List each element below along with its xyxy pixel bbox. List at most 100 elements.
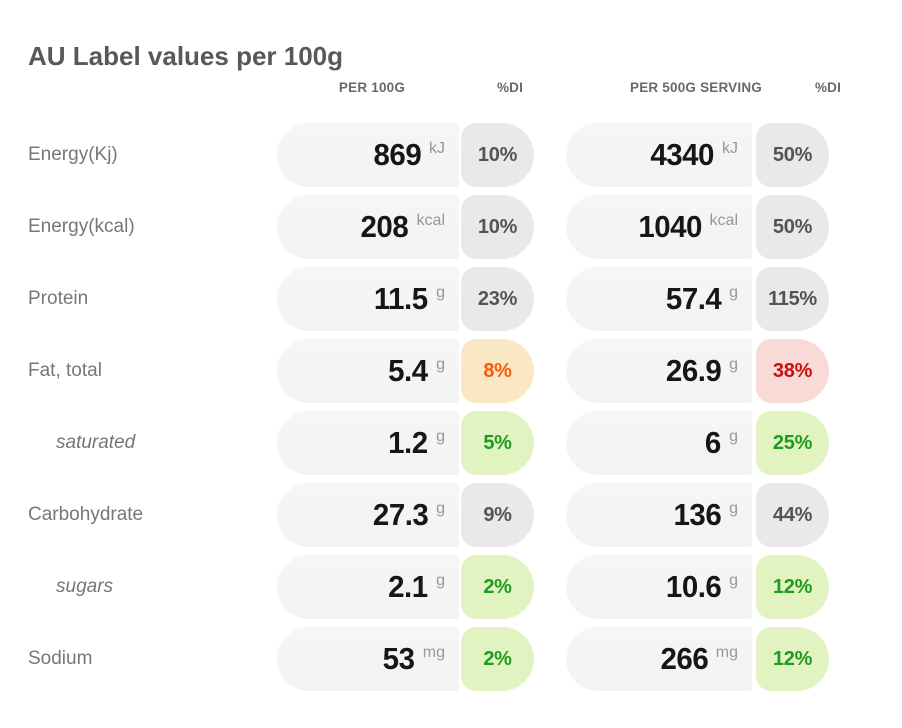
- per-500g-value-pill: 4340 kJ: [566, 123, 752, 187]
- per-500g-amount: 4340: [650, 137, 714, 172]
- per-500g-amount: 266: [660, 641, 708, 676]
- per-500g-value-pill: 136 g: [566, 483, 752, 547]
- per-100g-value-pill: 53 mg: [277, 627, 459, 691]
- per-100g-value-pill: 5.4 g: [277, 339, 459, 403]
- per-100g-di-badge: 8%: [461, 339, 534, 403]
- per-500g-di-badge: 44%: [756, 483, 829, 547]
- per-100g-value-pill: 869 kJ: [277, 123, 459, 187]
- per-100g-di-value: 2%: [483, 647, 512, 670]
- per-500g-unit: g: [729, 284, 738, 301]
- per-100g-di-value: 8%: [483, 359, 512, 382]
- per-100g-di-badge: 5%: [461, 411, 534, 475]
- per-100g-di-badge: 2%: [461, 555, 534, 619]
- per-100g-amount: 869: [373, 137, 421, 172]
- nutrient-row: saturated 1.2 g 5% 6 g 25%: [0, 411, 902, 475]
- per-500g-amount: 10.6: [665, 569, 722, 604]
- per-500g-value-pill: 26.9 g: [566, 339, 752, 403]
- per-500g-di-value: 115%: [768, 287, 817, 310]
- per-100g-unit: g: [436, 356, 445, 373]
- per-500g-value-pill: 10.6 g: [566, 555, 752, 619]
- nutrient-row: sugars 2.1 g 2% 10.6 g 12%: [0, 555, 902, 619]
- nutrient-rows: Energy(Kj) 869 kJ 10% 4340 kJ 50% Energy…: [0, 123, 902, 699]
- nutrient-label: Energy(Kj): [28, 144, 118, 165]
- per-100g-unit: g: [436, 428, 445, 445]
- per-500g-di-value: 50%: [772, 143, 813, 166]
- per-100g-di-badge: 10%: [461, 123, 534, 187]
- per-100g-amount: 2.1: [388, 569, 429, 604]
- column-header-di-2: %DI: [814, 80, 842, 95]
- per-100g-amount: 1.2: [388, 425, 429, 460]
- per-500g-di-value: 25%: [772, 431, 813, 454]
- per-500g-unit: g: [729, 500, 738, 517]
- per-100g-value-pill: 208 kcal: [277, 195, 459, 259]
- per-500g-di-badge: 12%: [756, 627, 829, 691]
- per-100g-value-pill: 27.3 g: [277, 483, 459, 547]
- per-100g-di-value: 9%: [483, 503, 512, 526]
- nutrient-label: sugars: [56, 576, 114, 597]
- per-500g-unit: kcal: [709, 212, 738, 229]
- per-100g-di-badge: 10%: [461, 195, 534, 259]
- per-500g-unit: g: [729, 428, 738, 445]
- column-header-per-500g-serving: PER 500G SERVING: [629, 80, 762, 95]
- per-500g-unit: g: [729, 572, 738, 589]
- per-100g-unit: g: [436, 500, 445, 517]
- per-100g-unit: g: [436, 572, 445, 589]
- per-100g-amount: 11.5: [374, 281, 429, 316]
- per-100g-amount: 53: [382, 641, 415, 676]
- per-500g-di-badge: 50%: [756, 123, 829, 187]
- nutrient-label: Carbohydrate: [28, 504, 144, 525]
- per-500g-amount: 6: [705, 425, 722, 460]
- per-500g-di-badge: 50%: [756, 195, 829, 259]
- nutrient-label: Energy(kcal): [28, 216, 135, 237]
- per-500g-unit: kJ: [722, 140, 738, 157]
- per-100g-di-value: 5%: [483, 431, 512, 454]
- per-500g-value-pill: 57.4 g: [566, 267, 752, 331]
- per-100g-unit: kJ: [429, 140, 445, 157]
- nutrient-label: Sodium: [28, 648, 93, 669]
- per-500g-amount: 1040: [637, 209, 702, 244]
- per-100g-di-value: 10%: [477, 215, 518, 238]
- per-100g-di-value: 10%: [477, 143, 518, 166]
- per-500g-unit: g: [729, 356, 738, 373]
- page-title: AU Label values per 100g: [28, 41, 344, 72]
- per-500g-di-badge: 115%: [756, 267, 829, 331]
- nutrient-row: Sodium 53 mg 2% 266 mg 12%: [0, 627, 902, 691]
- per-100g-value-pill: 11.5 g: [277, 267, 459, 331]
- per-500g-di-value: 12%: [772, 575, 813, 598]
- per-500g-di-badge: 25%: [756, 411, 829, 475]
- nutrient-row: Energy(Kj) 869 kJ 10% 4340 kJ 50%: [0, 123, 902, 187]
- nutrient-row: Energy(kcal) 208 kcal 10% 1040 kcal 50%: [0, 195, 902, 259]
- per-500g-di-value: 12%: [772, 647, 813, 670]
- per-500g-di-value: 44%: [772, 503, 813, 526]
- per-100g-di-value: 2%: [483, 575, 512, 598]
- nutrient-label: saturated: [56, 432, 136, 453]
- per-500g-amount: 26.9: [665, 353, 722, 388]
- per-500g-value-pill: 1040 kcal: [566, 195, 752, 259]
- per-100g-amount: 27.3: [372, 497, 429, 532]
- per-500g-amount: 57.4: [665, 281, 722, 316]
- per-100g-amount: 208: [360, 209, 409, 244]
- per-500g-amount: 136: [673, 497, 722, 532]
- per-500g-di-value: 50%: [772, 215, 813, 238]
- per-100g-di-badge: 23%: [461, 267, 534, 331]
- nutrient-label: Protein: [28, 288, 89, 309]
- per-100g-amount: 5.4: [388, 353, 429, 388]
- per-500g-unit: mg: [715, 644, 738, 661]
- per-100g-di-value: 23%: [477, 287, 518, 310]
- per-500g-di-badge: 38%: [756, 339, 829, 403]
- per-500g-value-pill: 6 g: [566, 411, 752, 475]
- per-500g-value-pill: 266 mg: [566, 627, 752, 691]
- per-500g-di-badge: 12%: [756, 555, 829, 619]
- column-header-di-1: %DI: [496, 80, 524, 95]
- per-100g-unit: mg: [422, 644, 445, 661]
- per-100g-di-badge: 2%: [461, 627, 534, 691]
- nutrient-row: Protein 11.5 g 23% 57.4 g 115%: [0, 267, 902, 331]
- per-500g-di-value: 38%: [772, 359, 813, 382]
- nutrient-row: Fat, total 5.4 g 8% 26.9 g 38%: [0, 339, 902, 403]
- per-100g-value-pill: 1.2 g: [277, 411, 459, 475]
- per-100g-di-badge: 9%: [461, 483, 534, 547]
- per-100g-unit: g: [436, 284, 445, 301]
- nutrient-label: Fat, total: [28, 360, 102, 381]
- per-100g-value-pill: 2.1 g: [277, 555, 459, 619]
